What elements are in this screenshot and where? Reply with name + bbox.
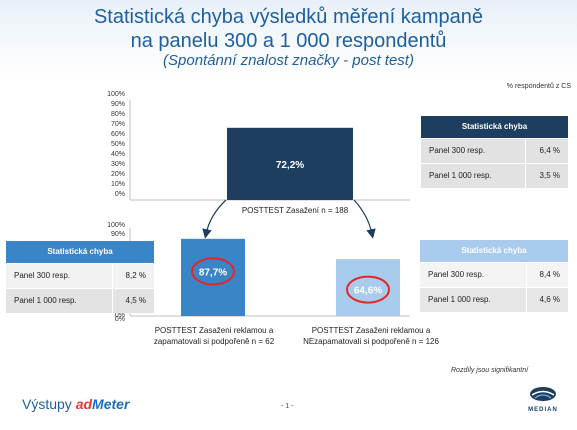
arrow-left [202, 199, 227, 239]
bottom-chart-bar [181, 238, 245, 316]
page-number: - 1 - [281, 403, 294, 410]
bottom-bar-1-category-label: POSTTEST Zasaženi reklamou a zapamatoval… [153, 326, 275, 346]
bottom-chart-tick-label: 0% [114, 316, 125, 323]
top-chart-tick-label: 100% [107, 91, 125, 98]
error-table-left-row-value: 4,5 % [112, 289, 154, 313]
title-band [0, 0, 577, 80]
error-table-right-row-value: 8,4 % [526, 263, 568, 287]
error-table-top-row-300: Panel 300 resp. 6,4 % [421, 138, 568, 163]
error-table-top-header: Statistická chyba [421, 116, 568, 138]
top-chart-tick-label: 80% [110, 111, 125, 118]
bottom-chart-highlight-ellipse [191, 257, 235, 286]
page-title-line-1: Statistická chyba výsledků měření kampan… [93, 6, 484, 28]
top-chart-y-axis: 100% 90% 80% 70% 60% 50% 40% 30% 20% 10% 0% [97, 91, 125, 205]
error-table-top: Statistická chyba Panel 300 resp. 6,4 % … [421, 116, 568, 188]
significance-note: Rozdíly jsou signifikantní [451, 367, 529, 374]
top-chart-tick-label: 20% [110, 171, 125, 178]
top-chart-tick-label: 10% [110, 181, 125, 188]
error-table-left-row-value: 8,2 % [112, 264, 154, 288]
error-table-right-header: Statistická chyba [420, 240, 568, 262]
admeter-logo: adMeter [76, 396, 130, 412]
top-chart-tick-label: 30% [110, 161, 125, 168]
top-bar-category-label: POSTTEST Zasažení n = 188 [241, 206, 349, 215]
error-table-right: Statistická chyba Panel 300 resp. 8,4 % … [420, 240, 568, 312]
top-chart-tick-label: 70% [110, 121, 125, 128]
top-chart-tick-label: 90% [110, 101, 125, 108]
error-table-top-row-label: Panel 300 resp. [429, 146, 486, 155]
error-table-left-row-300: Panel 300 resp. 8,2 % [6, 263, 154, 288]
error-table-top-row-value: 6,4 % [525, 139, 568, 163]
median-logo: MEDIAN [525, 386, 561, 413]
error-table-left-row-label: Panel 300 resp. [14, 271, 71, 280]
error-table-right-row-300: Panel 300 resp. 8,4 % [420, 262, 568, 287]
bottom-chart-bar-value-label: 87,7% [199, 267, 227, 278]
error-table-right-row-label: Panel 300 resp. [428, 270, 485, 279]
admeter-logo-suffix: Meter [92, 396, 130, 412]
top-chart-bar-value-label: 72,2% [276, 160, 304, 171]
error-table-top-row-1000: Panel 1 000 resp. 3,5 % [421, 163, 568, 188]
footer-brand: Výstupy adMeter [22, 396, 129, 412]
bottom-bar-2-category-label: POSTTEST Zasaženi reklamou a NEzapamatov… [303, 326, 439, 346]
top-chart-tick-label: 40% [110, 151, 125, 158]
unit-note: % respondentů z CS [506, 83, 571, 90]
admeter-logo-prefix: ad [75, 396, 93, 412]
arrow-right [353, 199, 376, 239]
error-table-top-row-label: Panel 1 000 resp. [429, 171, 492, 180]
error-table-top-row-value: 3,5 % [525, 164, 568, 188]
bottom-chart-bar-value-label: 64,6% [354, 286, 382, 297]
bottom-chart-tick-label: 90% [110, 231, 125, 238]
error-table-left-header: Statistická chyba [6, 241, 154, 263]
top-chart-tick-label: 60% [110, 131, 125, 138]
bottom-chart-highlight-ellipse [346, 275, 390, 304]
median-logo-icon [530, 387, 556, 401]
footer-label: Výstupy [22, 396, 72, 412]
top-chart-bar [227, 127, 353, 200]
bottom-chart-y-axis: 100% 90% 0% 0% [97, 222, 125, 323]
page-title-line-2: na panelu 300 a 1 000 respondentů [130, 30, 447, 52]
error-table-left: Statistická chyba Panel 300 resp. 8,2 % … [6, 241, 154, 313]
error-table-left-row-label: Panel 1 000 resp. [14, 296, 77, 305]
error-table-right-row-value: 4,6 % [526, 288, 568, 312]
page-subtitle: (Spontánní znalost značky - post test) [163, 52, 414, 69]
error-table-right-row-1000: Panel 1 000 resp. 4,6 % [420, 287, 568, 312]
median-logo-text: MEDIAN [528, 407, 558, 413]
error-table-right-row-label: Panel 1 000 resp. [428, 295, 491, 304]
bottom-chart-tick-label: 100% [107, 222, 125, 229]
top-chart-tick-label: 50% [110, 141, 125, 148]
error-table-left-row-1000: Panel 1 000 resp. 4,5 % [6, 288, 154, 313]
top-chart-tick-label: 0% [114, 191, 125, 198]
bottom-chart-tick-label: 0% [114, 312, 125, 319]
